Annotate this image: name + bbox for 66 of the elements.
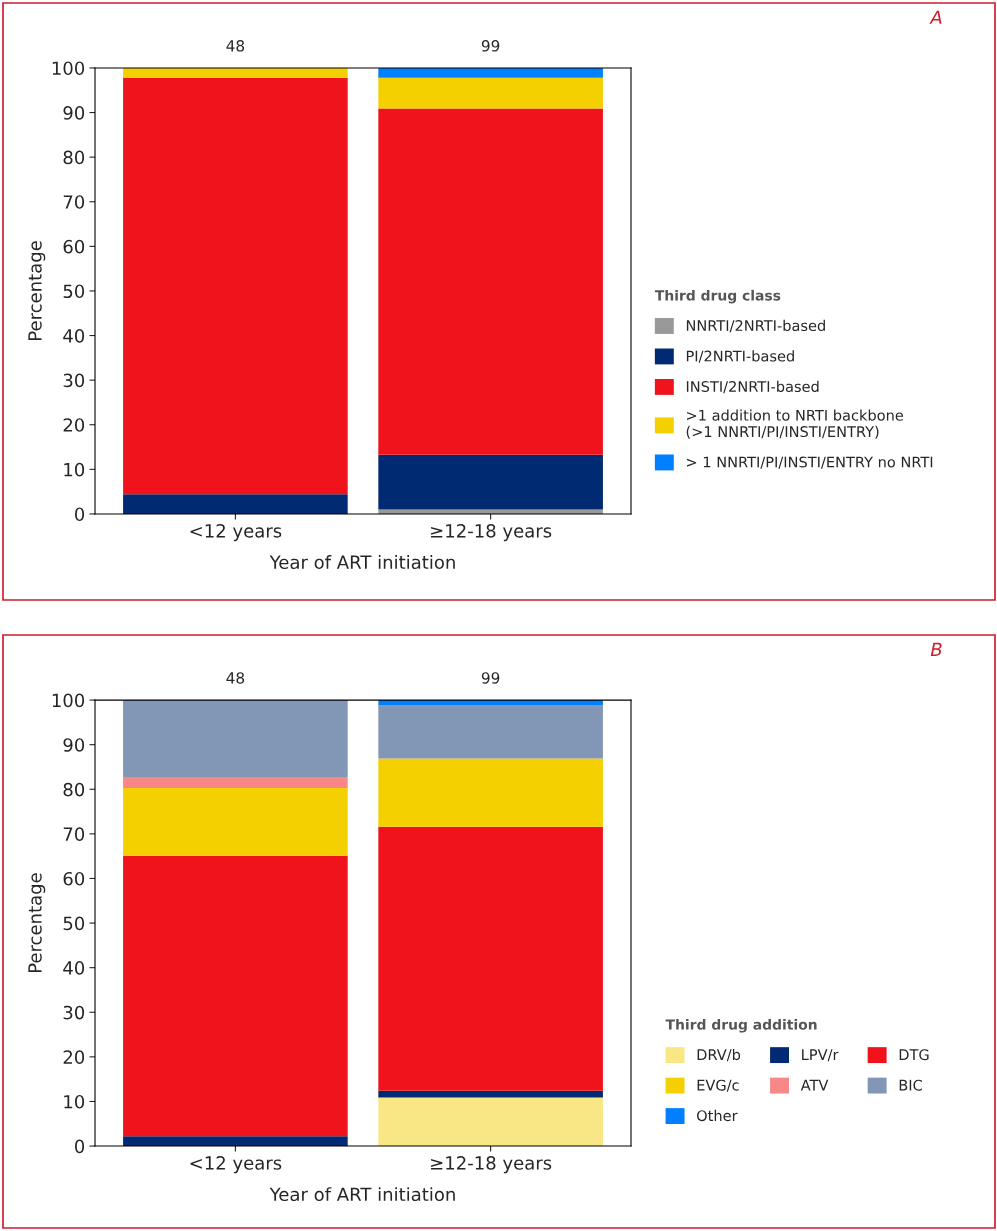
- bar: [378, 1090, 603, 1098]
- y-tick-label: 80: [63, 150, 85, 165]
- y-tick-label: 50: [63, 916, 85, 931]
- text: A: [929, 10, 942, 24]
- bar: [378, 67, 603, 78]
- text: 99: [481, 40, 500, 52]
- bar: [123, 1136, 348, 1147]
- legend-label: DRV/b: [697, 1048, 741, 1062]
- y-tick-label: 50: [63, 284, 85, 299]
- y-tick-label: 70: [63, 827, 85, 841]
- y-tick-label: 60: [63, 871, 85, 886]
- legend-label: EVG/c: [697, 1079, 739, 1092]
- x-tick-label: ≥12-18 years: [431, 1156, 552, 1174]
- legend-title: Third drug addition: [665, 1019, 817, 1033]
- y-tick-label: 40: [63, 329, 85, 343]
- y-tick-label: 10: [64, 1094, 85, 1109]
- bar: [123, 700, 348, 778]
- x-axis-title: Year of ART initiation: [269, 555, 455, 569]
- bar: [123, 494, 348, 514]
- y-tick-label: 0: [74, 507, 85, 522]
- x-tick-label: <12 years: [190, 1156, 282, 1174]
- legend-label: DTG: [899, 1049, 929, 1061]
- y-axis-title: Percentage: [28, 241, 46, 340]
- y-tick-label: 70: [63, 195, 85, 209]
- bar: [378, 77, 603, 109]
- bar: [123, 855, 348, 1137]
- bar: [378, 826, 603, 1091]
- legend-label: INSTI/2NRTI-based: [686, 380, 819, 394]
- bar: [123, 787, 348, 856]
- y-tick-label: 0: [74, 1139, 85, 1154]
- text: 48: [226, 40, 245, 52]
- bar: [378, 705, 603, 759]
- y-tick-label: 90: [63, 738, 85, 752]
- legend-label: LPV/r: [802, 1049, 839, 1062]
- y-tick-label: 40: [63, 961, 85, 975]
- y-tick-label: 20: [63, 1050, 85, 1064]
- legend-label: >1 addition to NRTI backbone (>1 NNRTI/PI/INSTI/ENTRY): [686, 409, 904, 439]
- bar: [378, 758, 603, 827]
- legend-title: Third drug class: [654, 289, 781, 304]
- y-tick-label: 100: [52, 61, 85, 76]
- x-axis-title: Year of ART initiation: [269, 1187, 455, 1202]
- y-tick-label: 100: [52, 693, 85, 708]
- y-tick-label: 20: [63, 418, 85, 432]
- text: 99: [481, 672, 500, 684]
- legend-label: PI/2NRTI-based: [686, 350, 794, 363]
- legend-label: Other: [697, 1109, 738, 1122]
- y-tick-label: 90: [63, 106, 85, 120]
- x-tick-label: <12 years: [190, 523, 282, 542]
- x-tick-label: ≥12-18 years: [431, 523, 552, 542]
- text: B: [930, 642, 942, 656]
- text: 48: [226, 672, 245, 684]
- y-tick-label: 10: [64, 462, 85, 477]
- bar: [378, 454, 603, 510]
- bar: [378, 1097, 603, 1147]
- y-tick-label: 60: [63, 239, 85, 254]
- legend-label: BIC: [899, 1079, 922, 1091]
- legend-label: > 1 NNRTI/PI/INSTI/ENTRY no NRTI: [687, 456, 933, 469]
- y-tick-label: 30: [63, 1005, 85, 1020]
- legend-label: NNRTI/2NRTI-based: [686, 319, 825, 333]
- bar: [378, 509, 603, 514]
- y-axis-title: Percentage: [28, 873, 46, 973]
- bar: [123, 777, 348, 788]
- legend-label: ATV: [800, 1079, 829, 1091]
- y-tick-label: 80: [63, 782, 85, 797]
- y-tick-label: 30: [63, 373, 85, 388]
- bar: [123, 67, 348, 78]
